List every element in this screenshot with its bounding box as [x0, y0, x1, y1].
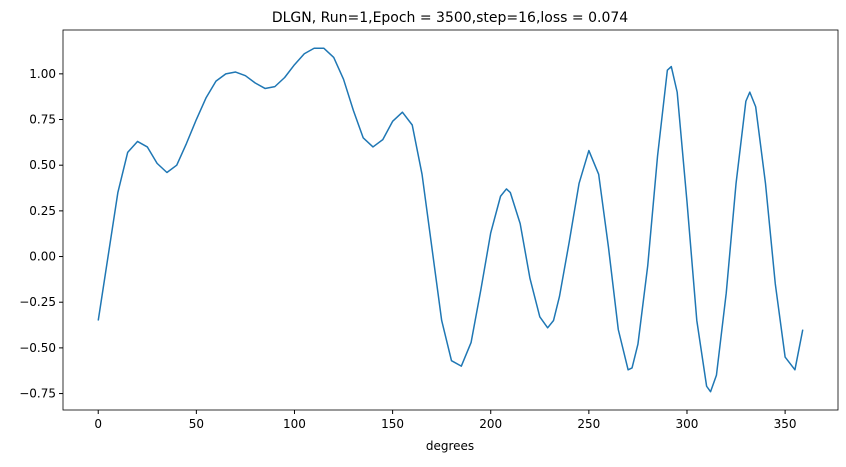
x-tick-label: 350	[774, 417, 797, 431]
x-tick-label: 0	[94, 417, 102, 431]
plot-frame	[62, 29, 839, 411]
x-axis-label: degrees	[426, 439, 474, 453]
y-tick-label: 0.00	[29, 250, 56, 264]
x-tick-label: 250	[577, 417, 600, 431]
chart-title: DLGN, Run=1,Epoch = 3500,step=16,loss = …	[272, 10, 628, 26]
x-tick-label: 50	[189, 417, 204, 431]
x-tick-label: 300	[676, 417, 699, 431]
y-tick-label: 1.00	[29, 67, 56, 81]
y-tick-label: −0.75	[19, 387, 56, 401]
y-tick-label: −0.50	[19, 341, 56, 355]
y-tick-label: 0.25	[29, 204, 56, 218]
line	[97, 47, 804, 393]
x-tick-label: 150	[381, 417, 404, 431]
x-tick-label: 200	[479, 417, 502, 431]
y-tick-label: −0.25	[19, 295, 56, 309]
y-tick-label: 0.75	[29, 113, 56, 127]
y-tick-label: 0.50	[29, 158, 56, 172]
x-tick-label: 100	[283, 417, 306, 431]
